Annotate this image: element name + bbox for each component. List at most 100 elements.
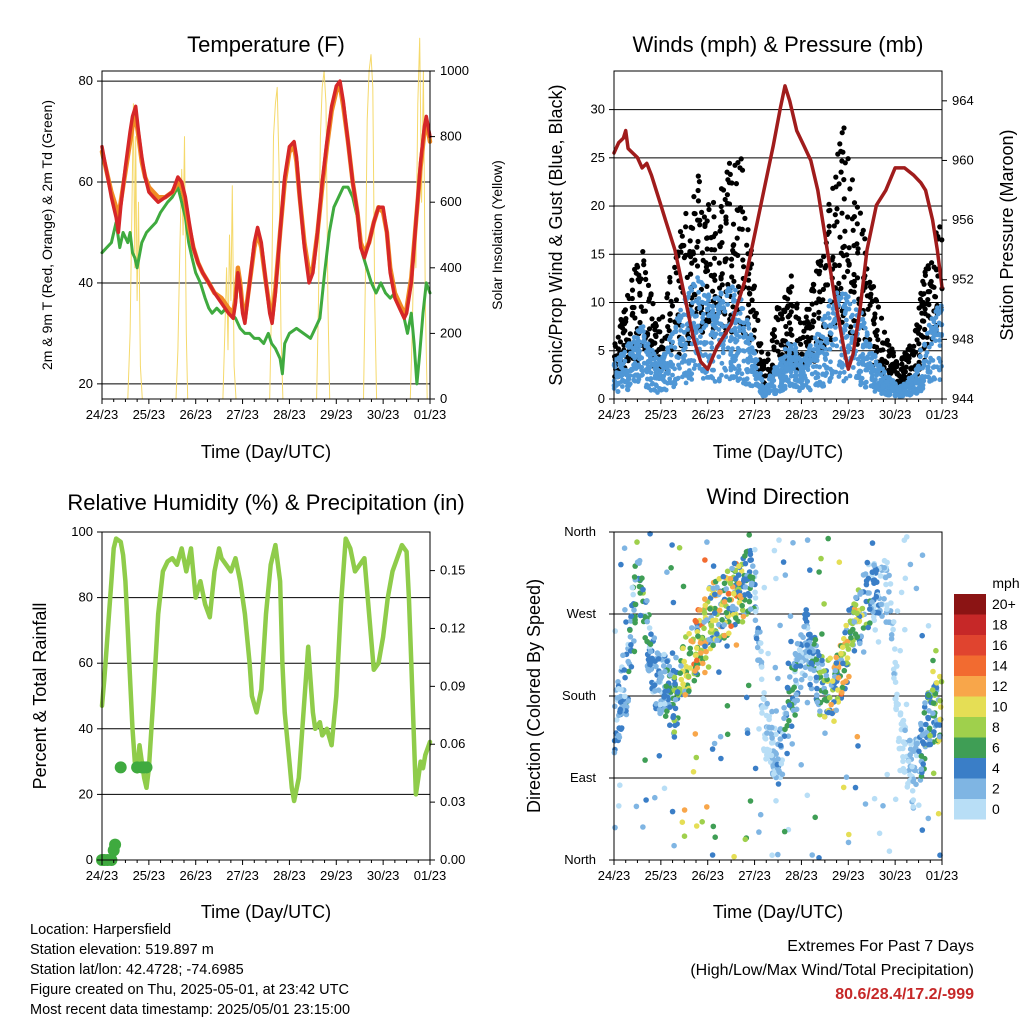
wind-point [696,289,701,295]
wind-point [700,315,706,321]
direction-point [735,572,742,578]
gust-point [636,272,642,278]
wind-point [935,311,941,317]
gust-point [695,238,701,245]
direction-point [723,586,729,592]
direction-point [664,708,670,714]
gust-point [829,257,835,263]
direction-point [686,630,692,637]
direction-point [769,724,775,731]
direction-point [814,692,820,698]
wind-direction-title: Wind Direction [706,484,849,509]
gust-point [711,214,717,220]
direction-point [617,699,624,705]
x-tick-label: 26/23 [691,407,724,422]
gust-point [785,296,791,302]
wind-point [804,351,810,357]
wind-point [615,389,621,394]
direction-point [681,658,687,665]
gust-point [867,337,873,343]
direction-point [797,684,804,691]
latest-timestamp-text: Most recent data timestamp: 2025/05/01 2… [30,1002,351,1018]
wind-point [758,376,764,382]
wind-point [661,357,666,362]
gust-point [752,313,758,320]
direction-point [680,583,687,590]
x-tick-label: 27/23 [226,868,259,883]
gust-point [833,184,839,190]
gust-point [712,231,719,237]
precip-point [109,838,122,851]
legend-label: 16 [992,637,1008,653]
direction-point [671,842,677,849]
wind-point [820,334,826,340]
direction-point [802,664,809,671]
direction-point [780,559,787,565]
gust-point [851,271,857,278]
gust-point [696,179,703,185]
wind-point [663,370,669,376]
wind-point [914,391,919,396]
gust-point [745,227,751,233]
gust-point [687,238,693,244]
gust-point [937,224,943,230]
wind-point [728,359,734,365]
x-tick-label: 25/23 [133,868,166,883]
wind-point [828,331,834,336]
latlon-text: Station lat/lon: 42.4728; -74.6985 [30,962,244,978]
wind-point [686,336,692,341]
direction-point [858,589,864,595]
direction-point [884,602,890,608]
direction-point [847,629,854,635]
gust-point [877,347,884,353]
direction-point [821,714,828,720]
wind-point [791,384,797,389]
gust-point [928,278,934,285]
gust-point [697,222,703,228]
direction-point [742,553,748,559]
wind-point [878,372,884,378]
direction-point [681,807,688,813]
direction-point [833,707,840,714]
wind-point [678,328,684,333]
gust-point [669,303,676,309]
wind-point [685,327,690,332]
direction-point [786,717,792,724]
gust-point [739,167,746,173]
gust-point [884,337,891,343]
gust-point [890,366,896,372]
wind-point [784,366,790,372]
wind-point [745,338,750,344]
direction-point [644,618,650,625]
direction-point [804,537,811,543]
direction-point [705,664,712,670]
direction-point [934,722,940,728]
direction-point [727,576,734,582]
wind-point [865,356,870,361]
direction-point [697,640,704,646]
x-tick-label: 29/23 [320,868,353,883]
direction-point [690,769,697,775]
direction-point [782,572,789,578]
gust-point [659,345,665,351]
direction-point [687,650,694,656]
direction-point [900,739,906,745]
legend-label: 6 [992,740,1000,756]
extremes-info: Extremes For Past 7 Days (High/Low/Max W… [690,935,974,1007]
direction-point [628,664,635,670]
gust-point [723,256,730,262]
gust-point [619,318,625,324]
direction-point [670,667,677,674]
wind-point [691,366,697,371]
gust-point [629,304,635,311]
x-tick-label: 28/23 [273,407,306,422]
wind-point [892,393,898,399]
wind-point [664,364,670,370]
wind-point [921,363,927,368]
wind-point [739,306,745,311]
wind-point [925,374,931,380]
wind-point [842,302,848,308]
direction-point [930,770,937,777]
t2m-series-line [100,79,432,326]
gust-point [913,328,919,334]
